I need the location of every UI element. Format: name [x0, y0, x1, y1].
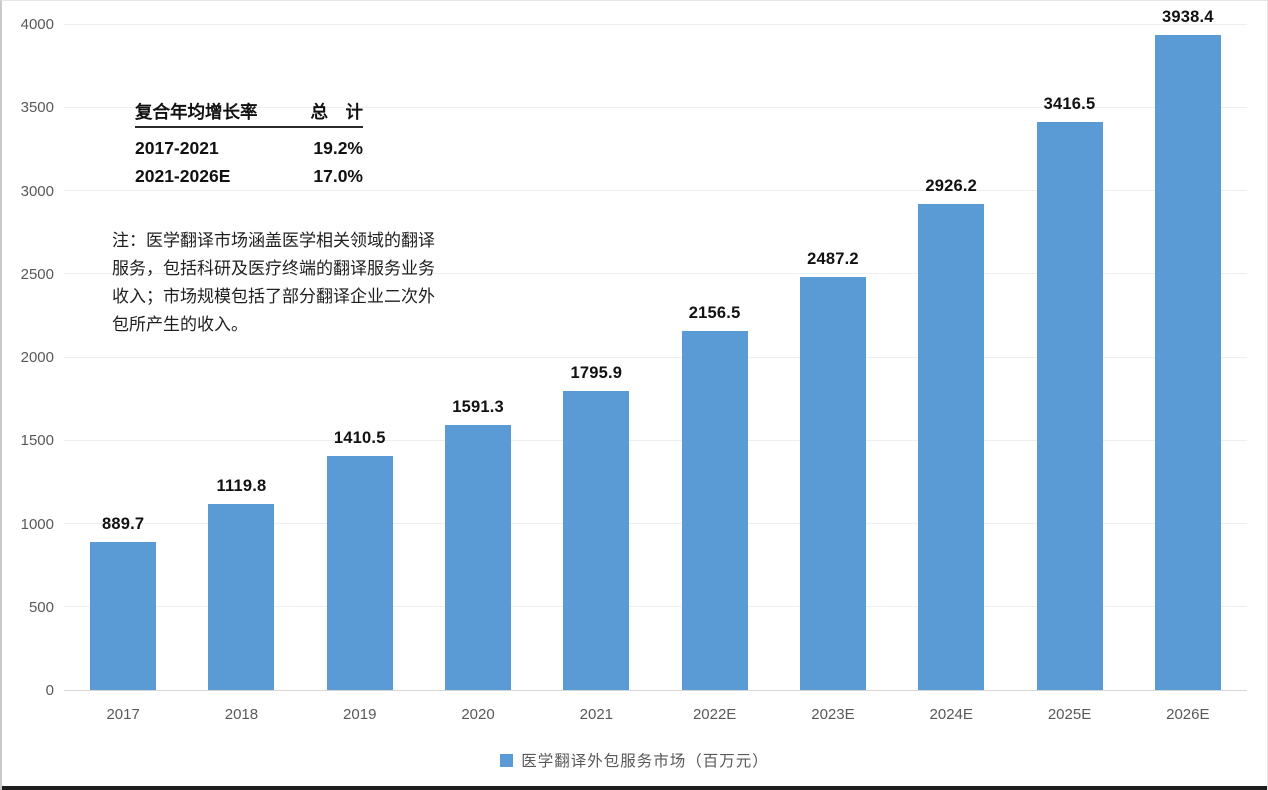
bar-slot: 2156.5 [655, 25, 773, 690]
cagr-row: 2021-2026E 17.0% [135, 162, 363, 190]
bar-value-label: 1795.9 [570, 364, 623, 383]
bar-slot: 1410.5 [301, 25, 419, 690]
cagr-header-total: 总 计 [310, 102, 364, 122]
bar [1154, 35, 1221, 690]
x-axis-tick-label: 2024E [929, 706, 973, 723]
legend-label: 医学翻译外包服务市场（百万元） [521, 753, 769, 770]
bar [1036, 122, 1103, 690]
cagr-value: 17.0% [313, 166, 363, 186]
y-axis-tick-label: 3500 [20, 99, 54, 117]
gridline [64, 439, 1247, 441]
bar [208, 503, 275, 690]
bars: 889.7 1119.8 1410.5 1591.3 1795.9 2156.5 2487.… [64, 8, 1247, 690]
gridline [64, 522, 1247, 524]
bar-value-label: 3938.4 [1161, 8, 1214, 27]
gridline [64, 605, 1247, 607]
legend-swatch-icon [500, 753, 514, 767]
bar-value-label: 1591.3 [452, 398, 504, 417]
cagr-period: 2017-2021 [135, 138, 219, 158]
cagr-header: 复合年均增长率 总 计 [135, 101, 363, 128]
legend: 医学翻译外包服务市场（百万元） [2, 749, 1267, 771]
x-axis-tick-label: 2025E [1047, 706, 1092, 723]
x-axis-tick-label: 2022E [692, 706, 737, 723]
y-axis: 0 500 1000 1500 2000 2500 3000 3500 4000 [2, 16, 54, 699]
bar-slot: 3938.4 [1129, 8, 1247, 690]
bar-value-label: 3416.5 [1043, 95, 1096, 114]
bar-slot: 1591.3 [419, 25, 537, 690]
cagr-header-metric: 复合年均增长率 [135, 102, 258, 122]
bar [799, 276, 866, 690]
y-axis-tick-label: 2500 [20, 265, 54, 283]
gridline [64, 107, 1247, 109]
bar [326, 455, 393, 690]
note-text: 注：医学翻译市场涵盖医学相关领域的翻译 服务，包括科研及医疗终端的翻译服务业务 收入… [112, 231, 435, 334]
y-axis-tick-label: 500 [28, 598, 54, 616]
bottom-divider [2, 786, 1267, 790]
cagr-value: 19.2% [313, 138, 363, 158]
y-axis-tick-label: 1500 [20, 432, 54, 450]
x-axis-tick-label: 2021 [579, 706, 614, 723]
gridline [64, 356, 1247, 358]
bar-slot: 3416.5 [1010, 25, 1128, 690]
bar-value-label: 1119.8 [216, 476, 267, 495]
bar [90, 542, 157, 690]
bar [445, 425, 512, 690]
y-axis-tick-label: 1000 [20, 515, 54, 533]
bar [918, 203, 985, 690]
bar-slot: 1119.8 [182, 25, 300, 690]
y-axis-tick-label: 4000 [20, 16, 54, 33]
gridline [64, 190, 1247, 192]
gridline [64, 24, 1247, 25]
gridlines [64, 24, 1247, 690]
plot-area: 889.7 1119.8 1410.5 1591.3 1795.9 2156.5 2487.… [64, 8, 1247, 691]
bar-slot: 1795.9 [537, 25, 655, 690]
gridline [64, 273, 1247, 275]
x-axis-tick-label: 2019 [343, 706, 377, 723]
bar-value-label: 2156.5 [688, 304, 741, 323]
bar-slot: 2487.2 [774, 25, 892, 690]
cagr-row: 2017-2021 19.2% [135, 134, 363, 162]
bar-value-label: 1410.5 [333, 428, 386, 447]
x-axis-tick-label: 2023E [811, 706, 855, 723]
cagr-table: 复合年均增长率 总 计 2017-2021 19.2% 2021-2026E 17.0… [135, 101, 363, 190]
bar-value-label: 2926.2 [925, 176, 978, 195]
cagr-rows: 2017-2021 19.2% 2021-2026E 17.0% [135, 134, 363, 190]
x-axis-tick-label: 2018 [224, 706, 259, 723]
bar [563, 391, 630, 690]
bar-slot: 2926.2 [892, 25, 1010, 690]
x-axis-tick-label: 2017 [106, 706, 140, 723]
cagr-period: 2021-2026E [135, 166, 231, 186]
y-axis-tick-label: 2000 [20, 349, 54, 366]
x-axis-tick-label: 2026E [1166, 706, 1210, 723]
x-axis: 2017 2018 2019 2020 2021 2022E 2023E 2024E 2025E… [64, 703, 1247, 727]
x-axis-tick-label: 2020 [461, 706, 495, 723]
bar-value-label: 889.7 [101, 515, 145, 534]
bar [681, 331, 748, 690]
bar-value-label: 2487.2 [807, 249, 859, 268]
y-axis-tick-label: 3000 [20, 182, 54, 200]
bar-slot: 889.7 [64, 25, 182, 690]
y-axis-tick-label: 0 [45, 682, 54, 699]
